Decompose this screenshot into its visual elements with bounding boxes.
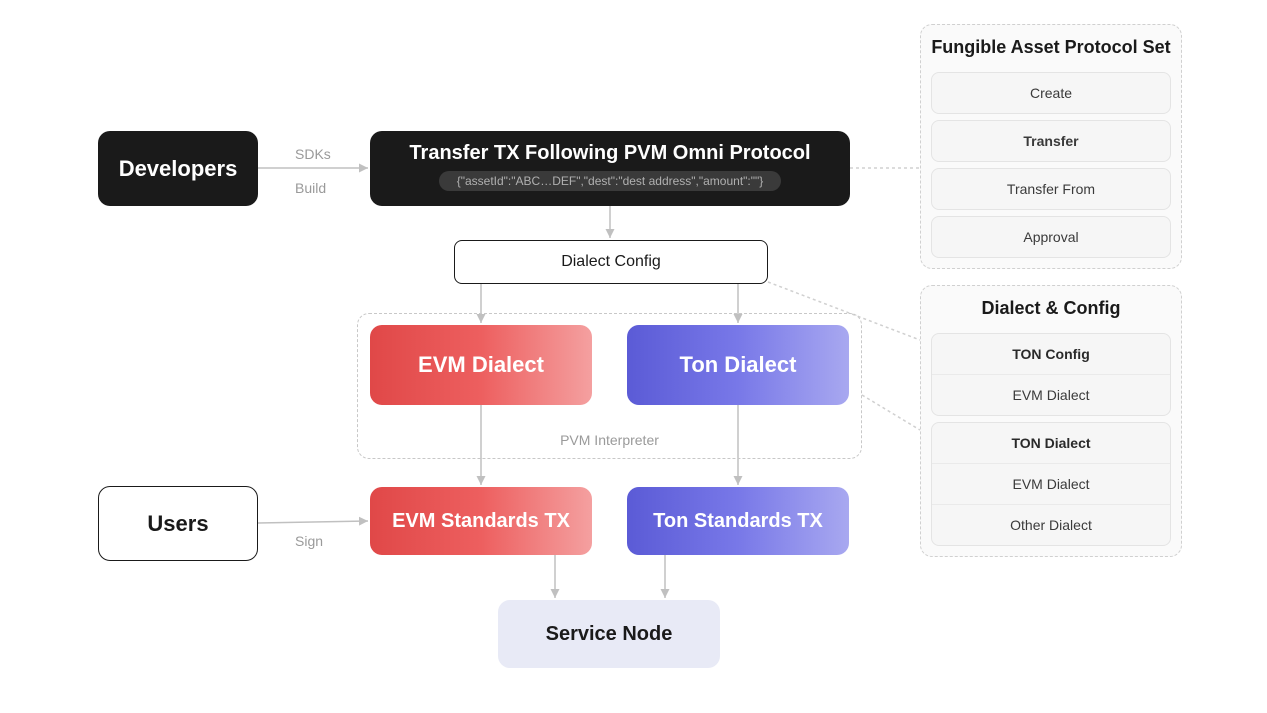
node-users-label: Users [147, 511, 208, 537]
node-evm-std-tx: EVM Standards TX [370, 487, 592, 555]
panel-dc: Dialect & Config TON Config EVM Dialect … [920, 285, 1182, 557]
edge-label-build: Build [295, 180, 326, 196]
panel-fap: Fungible Asset Protocol Set Create Trans… [920, 24, 1182, 269]
edge-label-sign: Sign [295, 533, 323, 549]
panel-dc-title: Dialect & Config [921, 286, 1181, 327]
panel-dc-group-ton-config: TON Config EVM Dialect [931, 333, 1171, 416]
node-ton-dialect: Ton Dialect [627, 325, 849, 405]
node-pvm-tx: Transfer TX Following PVM Omni Protocol … [370, 131, 850, 206]
node-developers-label: Developers [119, 156, 238, 182]
interpreter-label: PVM Interpreter [358, 432, 861, 448]
node-evm-dialect: EVM Dialect [370, 325, 592, 405]
node-developers: Developers [98, 131, 258, 206]
node-ton-dialect-label: Ton Dialect [680, 352, 797, 378]
panel-dc-group-ton-config-row-0: EVM Dialect [932, 375, 1170, 415]
panel-fap-item-approval: Approval [931, 216, 1171, 258]
node-users: Users [98, 486, 258, 561]
node-evm-std-tx-label: EVM Standards TX [392, 510, 570, 533]
panel-dc-group-ton-dialect-head: TON Dialect [932, 423, 1170, 464]
edge-label-sdks: SDKs [295, 146, 331, 162]
node-service-node: Service Node [498, 600, 720, 668]
node-dialect-config: Dialect Config [454, 240, 768, 284]
node-pvm-tx-title: Transfer TX Following PVM Omni Protocol [409, 142, 810, 165]
panel-fap-item-create: Create [931, 72, 1171, 114]
panel-fap-item-transfer: Transfer [931, 120, 1171, 162]
panel-fap-title: Fungible Asset Protocol Set [921, 25, 1181, 66]
node-pvm-tx-json: {"assetId":"ABC…DEF","dest":"dest addres… [439, 171, 782, 191]
node-dialect-config-label: Dialect Config [561, 253, 661, 271]
node-ton-std-tx-label: Ton Standards TX [653, 510, 823, 533]
panel-fap-item-transfer-from: Transfer From [931, 168, 1171, 210]
node-service-node-label: Service Node [546, 623, 673, 646]
node-evm-dialect-label: EVM Dialect [418, 352, 544, 378]
panel-dc-group-ton-dialect-row-1: Other Dialect [932, 504, 1170, 545]
panel-dc-group-ton-config-head: TON Config [932, 334, 1170, 375]
node-ton-std-tx: Ton Standards TX [627, 487, 849, 555]
panel-dc-group-ton-dialect-row-0: EVM Dialect [932, 464, 1170, 504]
panel-dc-group-ton-dialect: TON Dialect EVM Dialect Other Dialect [931, 422, 1171, 546]
